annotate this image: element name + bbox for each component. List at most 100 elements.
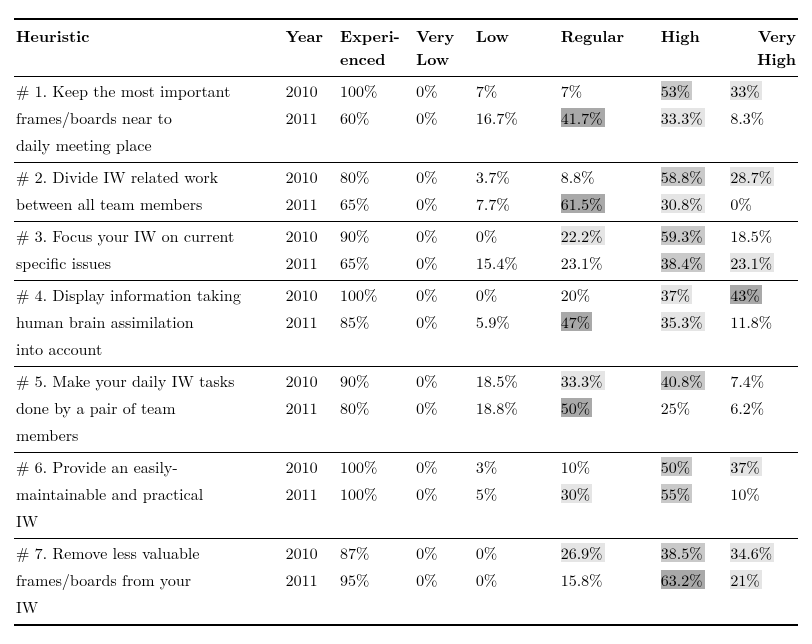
cell-low [474,131,559,163]
cell-vlow: 0% [414,308,474,335]
cell-vlow: 0% [414,281,474,309]
cell-vhigh: 37% [728,453,798,481]
heuristic-label: members [14,421,284,453]
cell-vhigh: 6.2% [728,394,798,421]
cell-year [284,335,338,367]
cell-reg: 15.8% [559,566,659,593]
cell-high [659,421,729,453]
cell-vlow [414,593,474,625]
cell-high [659,335,729,367]
cell-exp: 90% [338,222,414,250]
cell-high: 63.2% [659,566,729,593]
table-row: # 1. Keep the most important2010100%0%7%… [14,77,798,105]
cell-exp: 85% [338,308,414,335]
cell-vhigh: 28.7% [728,163,798,191]
table-row: # 2. Divide IW related work201080%0%3.7%… [14,163,798,191]
heuristic-label: frames/boards near to [14,104,284,131]
cell-year: 2010 [284,281,338,309]
heuristic-label: # 2. Divide IW related work [14,163,284,191]
cell-vlow [414,507,474,539]
table-row: specific issues201165%0%15.4%23.1%38.4%2… [14,249,798,281]
cell-low: 0% [474,566,559,593]
cell-high: 59.3% [659,222,729,250]
cell-vlow: 0% [414,367,474,395]
heuristic-label: IW [14,593,284,625]
cell-vlow: 0% [414,394,474,421]
cell-reg: 22.2% [559,222,659,250]
cell-low: 16.7% [474,104,559,131]
table-row: between all team members201165%0%7.7%61.… [14,190,798,222]
cell-vlow: 0% [414,539,474,567]
heuristic-label: into account [14,335,284,367]
table-row: IW [14,507,798,539]
cell-year: 2011 [284,308,338,335]
cell-exp: 87% [338,539,414,567]
cell-year: 2011 [284,249,338,281]
col-high: High [659,19,729,77]
cell-vhigh: 18.5% [728,222,798,250]
cell-low: 5% [474,480,559,507]
heuristic-label: between all team members [14,190,284,222]
cell-reg [559,421,659,453]
cell-exp: 80% [338,163,414,191]
cell-low [474,335,559,367]
cell-year: 2010 [284,367,338,395]
cell-low: 18.8% [474,394,559,421]
cell-low: 0% [474,222,559,250]
cell-year: 2010 [284,539,338,567]
cell-year [284,131,338,163]
cell-exp [338,131,414,163]
cell-vhigh: 33% [728,77,798,105]
cell-high: 58.8% [659,163,729,191]
cell-year: 2010 [284,163,338,191]
cell-exp: 95% [338,566,414,593]
cell-reg: 10% [559,453,659,481]
cell-vlow: 0% [414,566,474,593]
table-row: daily meeting place [14,131,798,163]
cell-high: 40.8% [659,367,729,395]
cell-reg: 61.5% [559,190,659,222]
cell-high: 35.3% [659,308,729,335]
table-row: human brain assimilation201185%0%5.9%47%… [14,308,798,335]
cell-vlow: 0% [414,77,474,105]
col-very-high: Very High [728,19,798,77]
cell-vhigh: 23.1% [728,249,798,281]
cell-vlow [414,421,474,453]
cell-exp: 100% [338,453,414,481]
cell-low: 3% [474,453,559,481]
cell-exp: 80% [338,394,414,421]
cell-vlow [414,131,474,163]
heuristic-label: # 5. Make your daily IW tasks [14,367,284,395]
cell-high: 55% [659,480,729,507]
table-row: # 3. Focus your IW on current201090%0%0%… [14,222,798,250]
table-row: IW [14,593,798,625]
cell-year [284,421,338,453]
cell-exp: 100% [338,77,414,105]
cell-reg: 41.7% [559,104,659,131]
table-row: # 7. Remove less valuable201087%0%0%26.9… [14,539,798,567]
cell-reg: 30% [559,480,659,507]
cell-vhigh: 0% [728,190,798,222]
cell-reg: 26.9% [559,539,659,567]
cell-year: 2010 [284,222,338,250]
cell-exp: 100% [338,281,414,309]
cell-high: 50% [659,453,729,481]
heuristic-label: human brain assimilation [14,308,284,335]
cell-high: 38.4% [659,249,729,281]
cell-vlow [414,335,474,367]
table-row: # 5. Make your daily IW tasks201090%0%18… [14,367,798,395]
cell-high [659,131,729,163]
cell-exp: 100% [338,480,414,507]
heuristic-label: specific issues [14,249,284,281]
cell-vhigh [728,131,798,163]
cell-year: 2011 [284,566,338,593]
cell-vhigh: 8.3% [728,104,798,131]
cell-reg: 20% [559,281,659,309]
cell-exp: 90% [338,367,414,395]
cell-vlow: 0% [414,480,474,507]
cell-year: 2011 [284,104,338,131]
cell-year [284,507,338,539]
cell-vhigh: 34.6% [728,539,798,567]
cell-reg: 47% [559,308,659,335]
cell-high: 38.5% [659,539,729,567]
